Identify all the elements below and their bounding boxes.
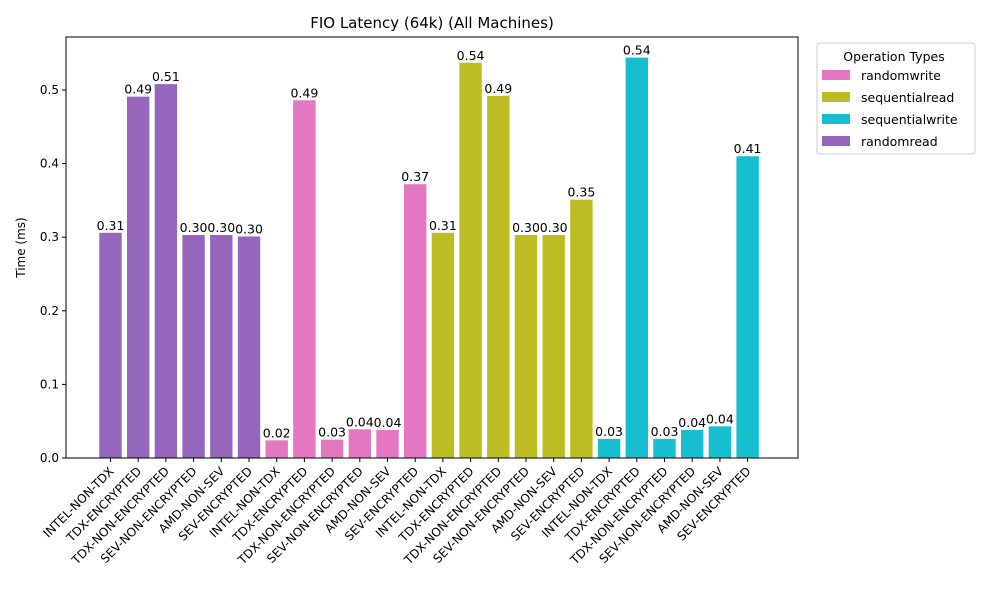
- x-axis: INTEL-NON-TDXTDX-ENCRYPTEDTDX-NON-ENCRYP…: [40, 458, 754, 568]
- bar-value-label: 0.04: [374, 415, 402, 430]
- bar-randomwrite-intel-non-tdx: [265, 440, 288, 458]
- chart-title: FIO Latency (64k) (All Machines): [310, 14, 554, 32]
- bar-value-label: 0.31: [429, 218, 457, 233]
- bar-sequentialread-sev-non-encrypted: [514, 234, 538, 458]
- bar-sequentialread-tdx-encrypted: [459, 62, 482, 458]
- legend-swatch-sequentialwrite: [822, 114, 850, 124]
- legend-label-sequentialwrite: sequentialwrite: [861, 112, 958, 127]
- bar-value-label: 0.31: [97, 218, 125, 233]
- bar-randomread-tdx-encrypted: [127, 96, 150, 459]
- y-axis-label: Time (ms): [14, 217, 28, 279]
- bar-sequentialwrite-tdx-encrypted: [625, 57, 648, 458]
- bar-randomread-intel-non-tdx: [99, 232, 122, 458]
- y-tick-label: 0.3: [40, 230, 59, 244]
- y-tick-label: 0.4: [40, 157, 59, 171]
- bar-value-label: 0.30: [207, 220, 235, 235]
- y-tick-label: 0.1: [40, 377, 59, 391]
- bar-value-label: 0.49: [290, 85, 318, 100]
- legend-title: Operation Types: [843, 49, 944, 64]
- legend-swatch-randomread: [822, 136, 850, 146]
- bar-value-label: 0.03: [595, 424, 623, 439]
- bar-randomwrite-sev-encrypted: [404, 184, 427, 458]
- bar-value-label: 0.04: [706, 411, 734, 426]
- bar-value-label: 0.35: [567, 185, 595, 200]
- bar-randomread-amd-non-sev: [210, 234, 233, 458]
- bar-value-label: 0.54: [457, 48, 485, 63]
- bar-value-label: 0.30: [512, 220, 540, 235]
- bar-value-label: 0.30: [540, 220, 568, 235]
- y-axis: 0.0 0.1 0.2 0.3 0.4 0.5: [40, 83, 66, 465]
- bar-value-label: 0.30: [235, 221, 263, 236]
- bar-randomwrite-tdx-encrypted: [293, 100, 316, 458]
- bar-sequentialwrite-intel-non-tdx: [597, 438, 621, 458]
- bar-value-label: 0.03: [651, 424, 679, 439]
- bar-sequentialread-tdx-non-encrypted: [487, 95, 510, 459]
- bar-value-label: 0.04: [678, 415, 706, 430]
- bar-randomread-sev-encrypted: [237, 236, 261, 458]
- bar-sequentialread-amd-non-sev: [542, 234, 565, 458]
- bar-sequentialread-sev-encrypted: [570, 199, 593, 458]
- bar-value-label: 0.02: [263, 425, 291, 440]
- bar-value-label: 0.37: [401, 169, 429, 184]
- bar-randomwrite-amd-non-sev: [376, 430, 399, 458]
- bar-value-label: 0.51: [152, 69, 180, 84]
- data-labels-layer: 0.310.490.510.30 0.30 0.300.020.490.030.04…: [97, 43, 762, 441]
- bar-sequentialread-intel-non-tdx: [431, 232, 455, 458]
- legend-label-randomread: randomread: [861, 134, 938, 149]
- bar-value-label: 0.30: [180, 220, 208, 235]
- legend-swatch-sequentialread: [822, 92, 850, 102]
- bar-value-label: 0.54: [623, 43, 651, 58]
- legend-label-sequentialread: sequentialread: [861, 90, 954, 105]
- y-tick-label: 0.0: [40, 451, 59, 465]
- bar-value-label: 0.03: [318, 425, 346, 440]
- bars-layer: [99, 57, 759, 459]
- bar-randomwrite-sev-non-encrypted: [348, 429, 371, 458]
- bar-sequentialwrite-tdx-non-encrypted: [653, 438, 676, 458]
- bar-randomread-sev-non-encrypted: [182, 234, 205, 458]
- bar-randomwrite-tdx-non-encrypted: [320, 439, 344, 458]
- y-tick-label: 0.2: [40, 304, 59, 318]
- bar-value-label: 0.49: [484, 81, 512, 96]
- bar-sequentialwrite-sev-encrypted: [736, 156, 759, 459]
- bar-sequentialwrite-amd-non-sev: [708, 426, 732, 458]
- bar-value-label: 0.04: [346, 414, 374, 429]
- legend-box: [816, 42, 976, 155]
- bar-value-label: 0.49: [124, 82, 152, 97]
- bar-randomread-tdx-non-encrypted: [154, 84, 178, 459]
- y-tick-label: 0.5: [40, 83, 59, 97]
- bar-sequentialwrite-sev-non-encrypted: [681, 430, 704, 458]
- legend-swatch-randomwrite: [822, 70, 850, 80]
- legend-label-randomwrite: randomwrite: [861, 68, 941, 83]
- plot-frame: [65, 36, 799, 459]
- bar-value-label: 0.41: [734, 141, 762, 156]
- legend: Operation Types randomwrite sequentialread…: [816, 42, 976, 155]
